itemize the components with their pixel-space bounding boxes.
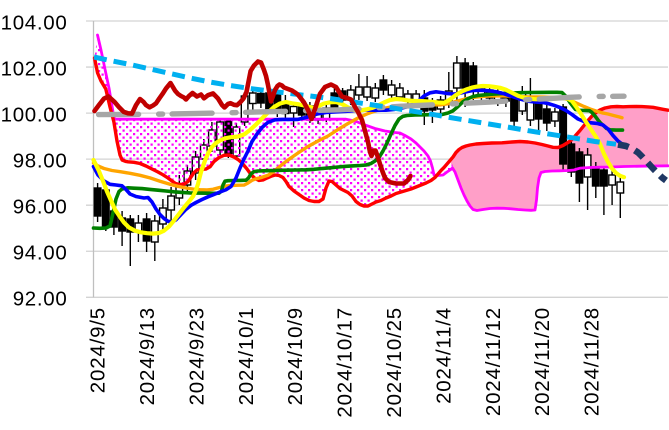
svg-text:2024/10/25: 2024/10/25 — [383, 307, 406, 418]
svg-text:100.00: 100.00 — [1, 104, 68, 127]
svg-text:2024/10/1: 2024/10/1 — [235, 307, 258, 405]
svg-text:2024/9/13: 2024/9/13 — [136, 307, 159, 405]
svg-text:98.00: 98.00 — [13, 150, 68, 173]
svg-text:2024/10/9: 2024/10/9 — [284, 307, 307, 405]
svg-text:2024/9/23: 2024/9/23 — [185, 307, 208, 405]
svg-text:2024/11/12: 2024/11/12 — [482, 307, 505, 416]
svg-text:2024/9/5: 2024/9/5 — [87, 307, 110, 393]
svg-text:2024/11/4: 2024/11/4 — [432, 307, 455, 404]
svg-text:104.00: 104.00 — [1, 11, 68, 34]
svg-text:96.00: 96.00 — [13, 196, 68, 219]
svg-text:2024/11/28: 2024/11/28 — [581, 307, 604, 416]
svg-text:2024/11/20: 2024/11/20 — [531, 307, 554, 416]
svg-text:102.00: 102.00 — [1, 57, 68, 80]
svg-text:92.00: 92.00 — [13, 288, 68, 311]
svg-text:94.00: 94.00 — [13, 242, 68, 265]
svg-text:2024/10/17: 2024/10/17 — [334, 307, 357, 418]
